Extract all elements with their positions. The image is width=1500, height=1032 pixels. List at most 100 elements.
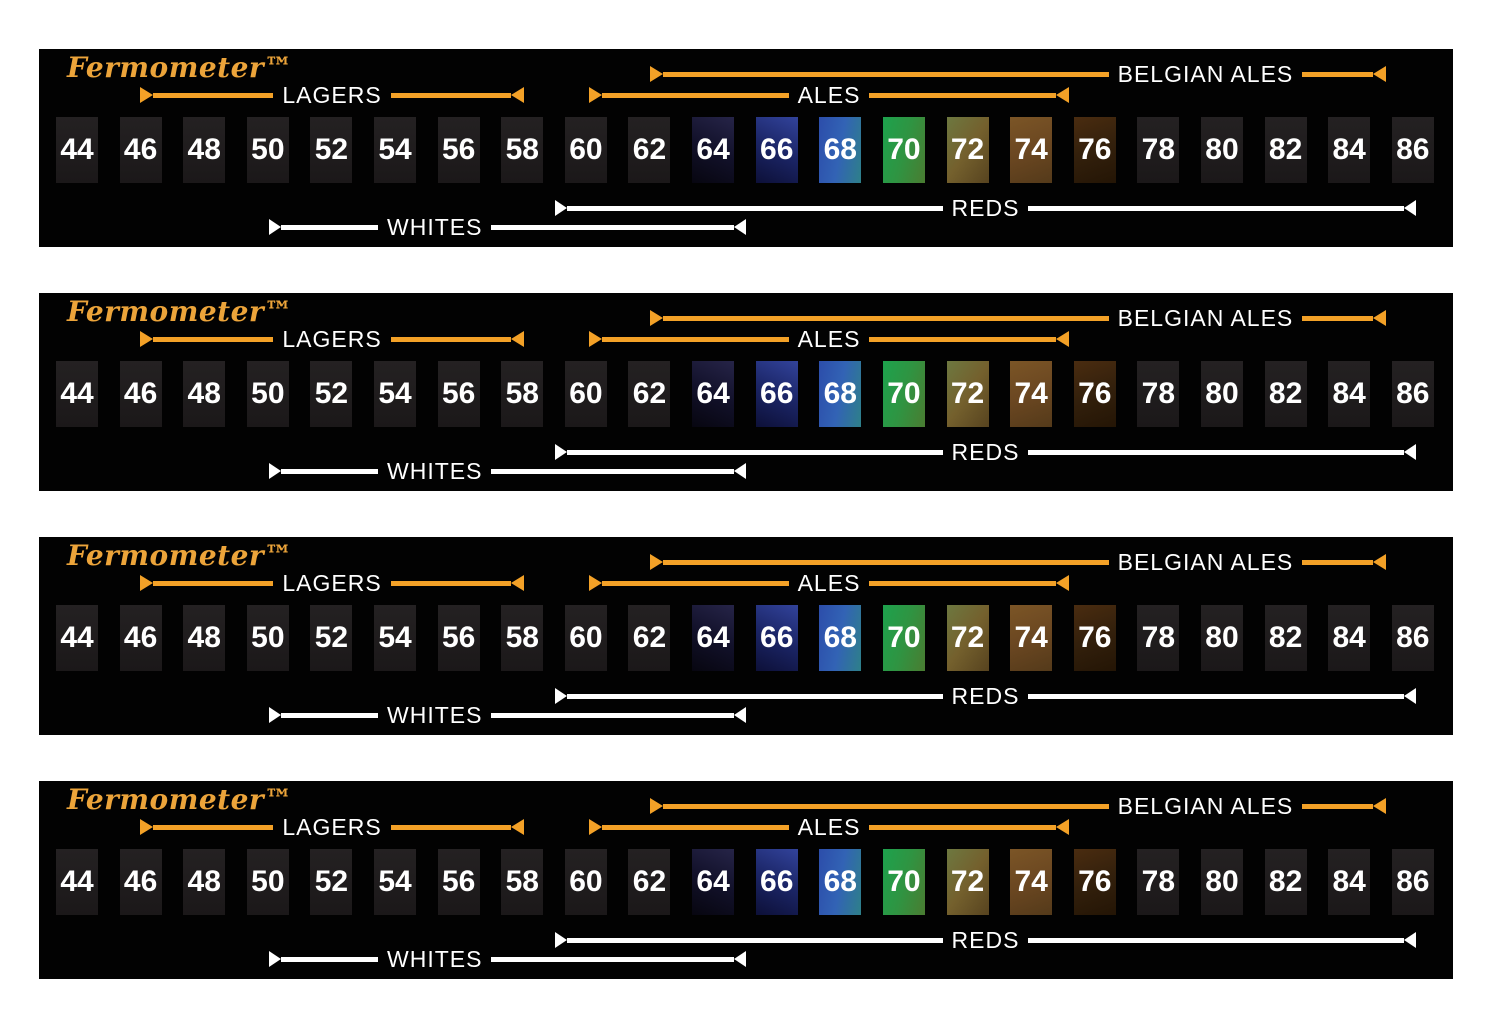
temperature-scale: 44 46 48 50 52 54 56 58 60 62 64 66 68 70 72 74 76 78 80 82…: [56, 117, 1434, 183]
temp-cell-76: 76: [1073, 849, 1116, 915]
reds-range-label: REDS: [951, 927, 1020, 953]
reds-range-label: REDS: [951, 439, 1020, 465]
temp-cell-52: 52: [310, 605, 353, 671]
arrowhead-right-icon: [555, 932, 567, 948]
fermometer-strip: Fermometer™ BELGIAN ALES LAGERS ALES 44 4…: [39, 781, 1453, 979]
temp-cell-84: 84: [1328, 361, 1371, 427]
arrowhead-left-icon: [734, 463, 746, 479]
temp-cell-64: 64: [692, 605, 735, 671]
brand-logo: Fermometer™: [67, 51, 293, 84]
brand-logo: Fermometer™: [67, 539, 293, 572]
lagers-range-bar: LAGERS: [140, 82, 525, 108]
range-line: [663, 559, 1109, 565]
temp-cell-74: 74: [1010, 361, 1053, 427]
range-line: [491, 956, 734, 962]
temp-cell-54: 54: [374, 361, 417, 427]
lagers-range-bar: LAGERS: [140, 326, 525, 352]
temp-cell-52: 52: [310, 849, 353, 915]
temp-cell-76: 76: [1073, 605, 1116, 671]
arrowhead-right-icon: [269, 463, 281, 479]
ales-range-label: ALES: [797, 82, 861, 108]
temperature-scale: 44 46 48 50 52 54 56 58 60 62 64 66 68 70 72 74 76 78 80 82…: [56, 605, 1434, 671]
temp-cell-84: 84: [1328, 117, 1371, 183]
range-line: [491, 712, 734, 718]
temp-cell-54: 54: [374, 605, 417, 671]
arrowhead-right-icon: [589, 87, 602, 103]
temp-cell-54: 54: [374, 849, 417, 915]
temp-cell-72: 72: [946, 117, 989, 183]
arrowhead-left-icon: [1056, 87, 1070, 103]
temp-cell-82: 82: [1264, 605, 1307, 671]
lagers-range-bar: LAGERS: [140, 572, 525, 595]
arrowhead-left-icon: [1404, 688, 1416, 704]
range-line: [153, 824, 274, 830]
temp-cell-86: 86: [1391, 849, 1434, 915]
arrowhead-left-icon: [734, 951, 746, 967]
temp-cell-44: 44: [56, 605, 98, 671]
arrowhead-right-icon: [650, 66, 663, 82]
arrowhead-left-icon: [511, 575, 525, 591]
arrowhead-right-icon: [140, 87, 153, 103]
temp-cell-78: 78: [1137, 605, 1180, 671]
temp-cell-76: 76: [1073, 361, 1116, 427]
temp-cell-58: 58: [501, 361, 544, 427]
temp-cell-84: 84: [1328, 605, 1371, 671]
range-line: [281, 956, 379, 962]
temp-cell-44: 44: [56, 361, 98, 427]
range-line: [1302, 803, 1373, 809]
range-line: [869, 92, 1057, 98]
arrowhead-left-icon: [1404, 200, 1416, 216]
temp-cell-76: 76: [1073, 117, 1116, 183]
temp-cell-70: 70: [882, 849, 925, 915]
ales-range-label: ALES: [797, 570, 861, 596]
temp-cell-74: 74: [1010, 605, 1053, 671]
arrowhead-right-icon: [140, 575, 153, 591]
reds-range-bar: REDS: [555, 927, 1416, 953]
brand-logo: Fermometer™: [67, 295, 293, 328]
range-line: [663, 71, 1109, 77]
temp-cell-66: 66: [755, 117, 798, 183]
belgian-ales-range-label: BELGIAN ALES: [1117, 793, 1294, 819]
lagers-range-label: LAGERS: [282, 82, 382, 108]
range-line: [153, 336, 274, 342]
range-line: [1302, 71, 1373, 77]
temp-cell-56: 56: [437, 361, 480, 427]
fermometer-strip: Fermometer™ BELGIAN ALES LAGERS ALES 44 4…: [39, 537, 1453, 735]
arrowhead-right-icon: [140, 331, 153, 347]
arrowhead-left-icon: [511, 87, 525, 103]
temp-cell-62: 62: [628, 849, 671, 915]
temp-cell-52: 52: [310, 361, 353, 427]
arrowhead-right-icon: [589, 575, 602, 591]
temp-cell-46: 46: [119, 361, 162, 427]
temp-cell-68: 68: [819, 605, 862, 671]
temp-cell-70: 70: [882, 605, 925, 671]
temp-cell-68: 68: [819, 849, 862, 915]
temp-cell-60: 60: [564, 849, 607, 915]
range-line: [602, 92, 789, 98]
temp-cell-86: 86: [1391, 605, 1434, 671]
temp-cell-48: 48: [183, 849, 226, 915]
temp-cell-82: 82: [1264, 117, 1307, 183]
range-line: [567, 693, 943, 699]
temp-cell-50: 50: [246, 117, 289, 183]
temp-cell-86: 86: [1391, 361, 1434, 427]
range-line: [281, 712, 379, 718]
range-line: [1028, 449, 1404, 455]
arrowhead-left-icon: [1404, 444, 1416, 460]
belgian-ales-range-bar: BELGIAN ALES: [650, 63, 1386, 86]
lagers-range-label: LAGERS: [282, 326, 382, 352]
fermometer-strips-sheet: Fermometer™ BELGIAN ALES LAGERS ALES 44 4…: [39, 49, 1453, 979]
temp-cell-62: 62: [628, 117, 671, 183]
arrowhead-right-icon: [650, 798, 663, 814]
temp-cell-72: 72: [946, 361, 989, 427]
temp-cell-46: 46: [119, 117, 162, 183]
temp-cell-50: 50: [246, 361, 289, 427]
temp-cell-48: 48: [183, 361, 226, 427]
temp-cell-78: 78: [1137, 117, 1180, 183]
temp-cell-68: 68: [819, 117, 862, 183]
range-line: [1302, 559, 1373, 565]
arrowhead-left-icon: [1404, 932, 1416, 948]
temp-cell-58: 58: [501, 605, 544, 671]
arrowhead-left-icon: [1373, 554, 1386, 570]
range-line: [567, 205, 943, 211]
